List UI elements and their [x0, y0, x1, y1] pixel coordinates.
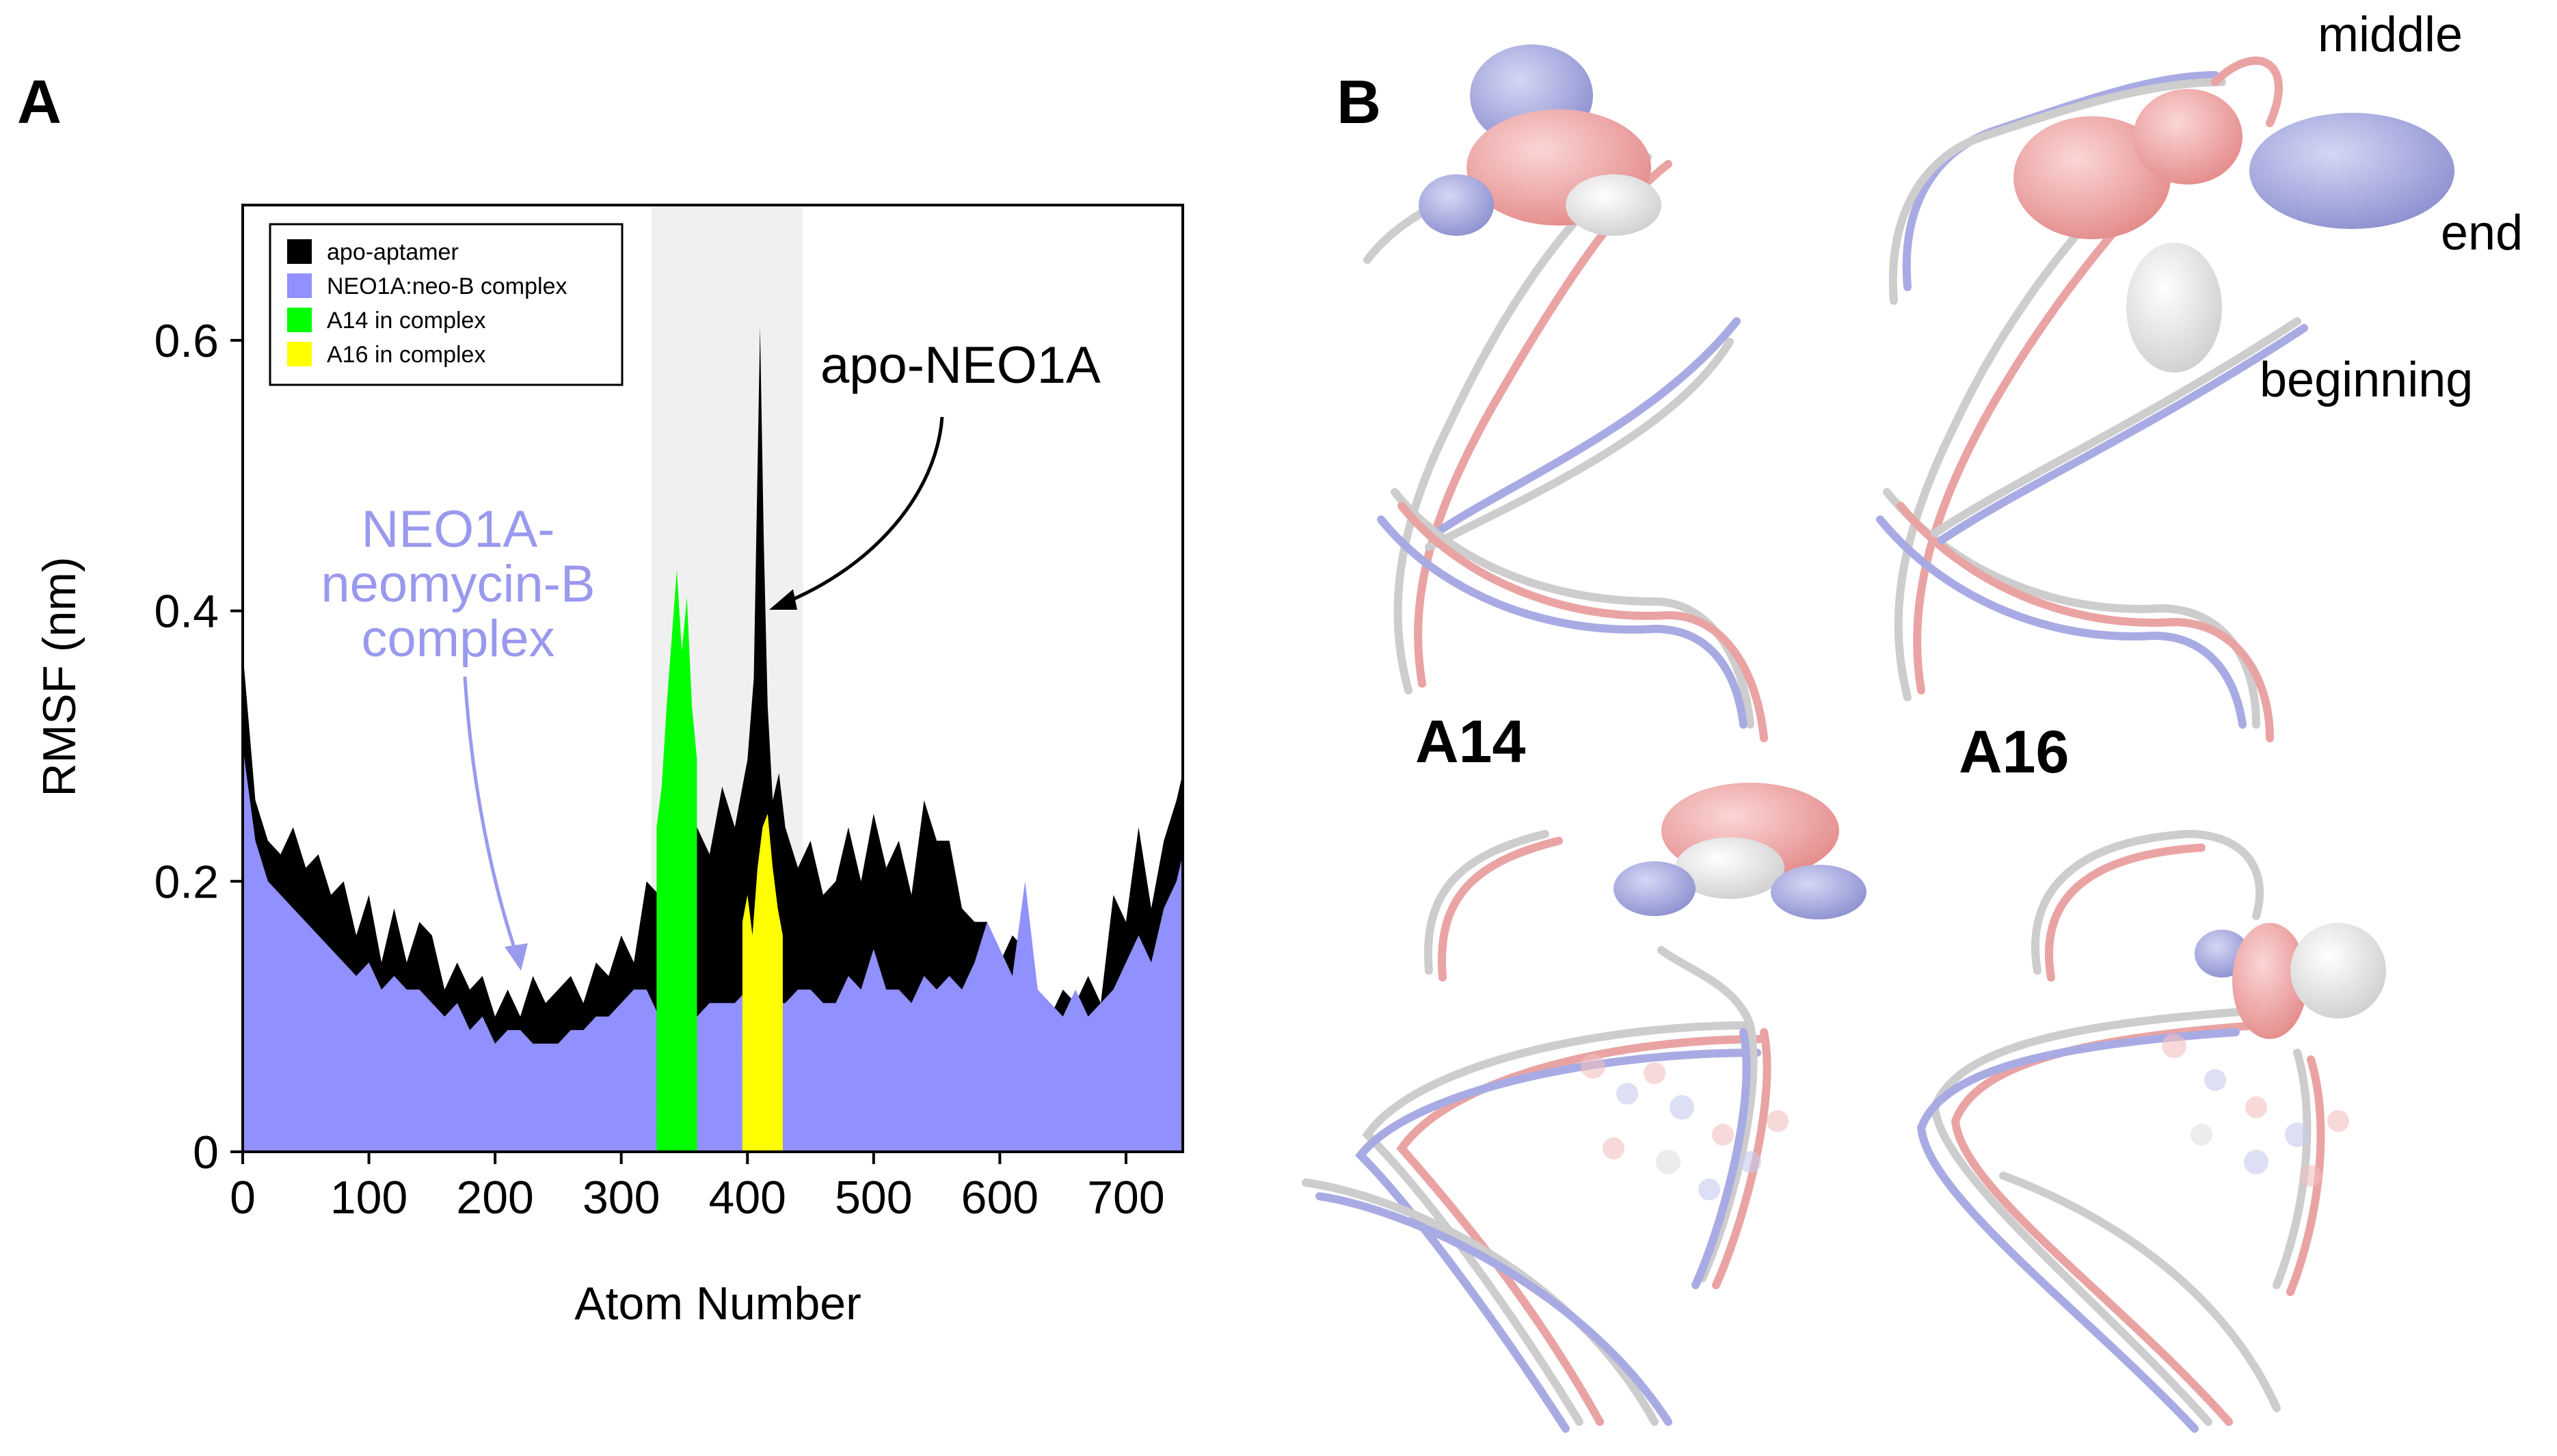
x-tick-label: 400	[709, 1172, 786, 1224]
legend-swatch-a14	[287, 308, 312, 332]
y-tick-label: 0	[193, 1127, 219, 1178]
legend-label-a16: A16 in complex	[327, 342, 485, 368]
annotation-complex-line1: NEO1A-	[362, 500, 555, 558]
x-tick-label: 700	[1087, 1172, 1164, 1224]
y-tick-label: 0.4	[154, 586, 219, 638]
x-tick-label: 200	[456, 1172, 533, 1224]
blob-red-a16	[2232, 923, 2307, 1039]
x-axis-label: Atom Number	[574, 1278, 861, 1330]
ribbons-top-left	[1363, 153, 1768, 742]
legend-label-a14: A14 in complex	[327, 308, 485, 334]
legend-box	[269, 223, 624, 386]
series-a14	[656, 570, 697, 1152]
structure-bottom-right	[1916, 829, 2386, 1433]
ligand-atoms-a14	[1581, 1054, 1789, 1200]
label-end: end	[2441, 206, 2523, 260]
series-complex	[243, 746, 1183, 1152]
blob-white-a14	[1675, 837, 1784, 899]
panel-b-letter: B	[1337, 68, 1381, 137]
y-tick-label: 0.2	[154, 856, 219, 908]
legend-swatch-a16	[287, 342, 312, 366]
blob-white-beginning	[2126, 243, 2222, 373]
annotation-complex-arrow	[463, 676, 518, 954]
x-tick-label: 600	[961, 1172, 1039, 1224]
ribbons-bottom-right	[1916, 829, 2325, 1433]
label-a14: A14	[1415, 707, 1525, 775]
rmsf-chart: 0 100 200 300 400 500 600 700 0 0.2 0.4 0.6 Atom N…	[34, 204, 1184, 1330]
ligand-atoms-a16	[2162, 1034, 2349, 1187]
x-tick-label: 300	[583, 1172, 660, 1224]
legend-swatch-complex	[287, 273, 312, 298]
blob-white-a16	[2290, 923, 2386, 1019]
annotation-complex: NEO1A- neomycin-B complex	[321, 500, 595, 668]
series-apo-aptamer	[243, 327, 1183, 1152]
label-beginning: beginning	[2260, 353, 2473, 407]
blob-blue-a14-right	[1771, 865, 1866, 919]
x-tick-label: 500	[835, 1172, 912, 1224]
label-middle: middle	[2318, 8, 2463, 62]
panel-a-letter: A	[17, 68, 62, 137]
blob-blue-end	[2249, 113, 2454, 229]
annotation-apo-arrow	[779, 416, 944, 607]
plot-frame	[241, 204, 1184, 1153]
series-layer	[243, 327, 1183, 1152]
structure-top-right	[1876, 56, 2454, 742]
series-a16	[742, 813, 783, 1152]
blob-white	[1566, 174, 1661, 236]
blob-red-middle-left	[2013, 116, 2171, 239]
y-axis-label: RMSF (nm)	[34, 556, 85, 796]
x-tick-label: 100	[330, 1172, 407, 1224]
y-axis-ticks: 0 0.2 0.4 0.6	[154, 315, 243, 1178]
blob-blue-a14-left	[1614, 861, 1696, 916]
legend-swatch-apo	[287, 239, 312, 264]
structure-bottom-left	[1302, 783, 1866, 1433]
blob-red-middle-right	[2133, 89, 2243, 185]
label-a16: A16	[1959, 718, 2069, 785]
structure-top-left	[1363, 44, 1768, 742]
annotation-apo: apo-NEO1A	[820, 336, 1101, 394]
annotation-complex-line3: complex	[362, 610, 555, 668]
y-tick-label: 0.6	[154, 315, 219, 367]
x-axis-ticks: 0 100 200 300 400 500 600 700	[230, 1152, 1165, 1224]
annotation-complex-arrowhead	[505, 943, 528, 971]
legend: apo-aptamer NEO1A:neo-B complex A14 in c…	[269, 223, 624, 386]
annotation-complex-line2: neomycin-B	[321, 555, 595, 613]
x-tick-label: 0	[230, 1172, 256, 1224]
ribbons-bottom-left	[1302, 830, 1771, 1433]
legend-label-complex: NEO1A:neo-B complex	[327, 273, 567, 299]
legend-label-apo: apo-aptamer	[327, 239, 459, 265]
annotation-apo-arrowhead	[769, 589, 797, 610]
blob-blue-left	[1419, 174, 1494, 236]
